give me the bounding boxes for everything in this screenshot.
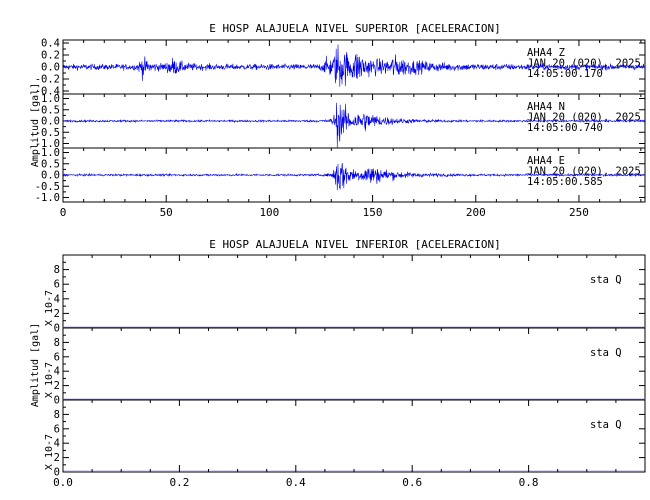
lower-chart-ylabel: Amplitud [gal] [30, 323, 41, 407]
xtick-label: 0.4 [286, 476, 306, 489]
ytick-label: 8 [54, 264, 60, 276]
ytick-label: 0.0 [41, 62, 60, 74]
lower-panel-3-label: sta Q [590, 419, 622, 431]
upper-panel-z-trace [62, 44, 646, 87]
ytick-label: -1.0 [35, 138, 60, 150]
ytick-label: 0.2 [41, 50, 60, 62]
xtick-label: 0.8 [519, 476, 539, 489]
upper-panel-e-trace [62, 162, 646, 191]
lower-panel-3-yticks: 8 6 4 2 0X 10-7 [44, 406, 645, 479]
ytick-label: -0.4 [35, 86, 60, 98]
upper-chart: E HOSP ALAJUELA NIVEL SUPERIOR [ACELERAC… [30, 22, 646, 219]
station-label-line: 14:05:00.585 [527, 176, 603, 188]
lower-panel-3: 8 6 4 2 0X 10-7 sta Q [44, 399, 646, 479]
lower-panel-2-frame [62, 327, 646, 401]
ytick-label: -0.5 [35, 127, 60, 139]
xtick-label: 100 [259, 206, 279, 219]
upper-chart-title: E HOSP ALAJUELA NIVEL SUPERIOR [ACELERAC… [209, 22, 500, 35]
upper-chart-ylabel: Amplitud [gal] [30, 83, 41, 167]
scale-label: X 10-7 [44, 362, 55, 398]
xtick-label: 0.0 [53, 476, 73, 489]
lower-panel-1-label: sta Q [590, 274, 622, 286]
ytick-label: 4 [54, 293, 60, 305]
ytick-label: 4 [54, 366, 60, 378]
lower-panel-3-frame [62, 399, 646, 473]
ytick-label: 0.5 [41, 104, 60, 116]
ytick-label: 8 [54, 409, 60, 421]
xtick-label: 50 [160, 206, 173, 219]
lower-panel-2: 8 6 4 2 0X 10-7 sta Q [44, 327, 646, 407]
lower-panel-2-yticks: 8 6 4 2 0X 10-7 [44, 334, 645, 407]
station-label-line: AHA4 N [527, 101, 565, 113]
ytick-label: 0 [54, 467, 60, 479]
ytick-label: -1.0 [35, 192, 60, 204]
ytick-label: 0.0 [41, 170, 60, 182]
ytick-label: 2 [54, 452, 60, 464]
upper-panel-e-yticks: 1.00.50.0-0.5-1.0 [35, 147, 645, 204]
ytick-label: 8 [54, 337, 60, 349]
station-label-line: AHA4 Z [527, 47, 565, 59]
station-label-line: 14:05:00.740 [527, 122, 603, 134]
xtick-label: 150 [363, 206, 383, 219]
lower-panel-1-yticks: 8 6 4 2 0X 10-7 [44, 261, 645, 335]
upper-panel-z-yticks: 0.40.20.0-0.2-0.4 [35, 38, 645, 98]
ytick-label: 0 [54, 395, 60, 407]
lower-chart-title: E HOSP ALAJUELA NIVEL INFERIOR [ACELERAC… [209, 238, 500, 251]
station-label-line: AHA4 E [527, 155, 565, 167]
ytick-label: 0.4 [41, 38, 60, 50]
ytick-label: 0.0 [41, 116, 60, 128]
station-label: sta Q [590, 347, 622, 359]
lower-panel-1: 8 6 4 2 0X 10-7 sta Q [44, 254, 646, 335]
xtick-label: 0.2 [169, 476, 189, 489]
ytick-label: 1.0 [41, 147, 60, 159]
lower-chart: E HOSP ALAJUELA NIVEL INFERIOR [ACELERAC… [30, 238, 646, 489]
station-label: sta Q [590, 274, 622, 286]
scale-label: X 10-7 [44, 434, 55, 470]
ytick-label: 2 [54, 380, 60, 392]
station-label: sta Q [590, 419, 622, 431]
upper-chart-xaxis: 0 50 100 150 200 250 [60, 40, 642, 219]
xtick-label: 0.6 [402, 476, 422, 489]
ytick-label: 0.5 [41, 158, 60, 170]
scale-label: X 10-7 [44, 290, 55, 326]
station-label-line: 14:05:00.170 [527, 68, 603, 80]
xtick-label: 250 [569, 206, 589, 219]
ytick-label: -0.5 [35, 181, 60, 193]
xtick-label: 0 [60, 206, 67, 219]
lower-chart-xaxis: 0.0 0.2 0.4 0.6 0.8 [53, 255, 646, 489]
ytick-label: 2 [54, 308, 60, 320]
ytick-label: 1.0 [41, 93, 60, 105]
upper-panel-n-trace [62, 102, 646, 148]
ytick-label: 4 [54, 438, 60, 450]
lower-panel-2-label: sta Q [590, 347, 622, 359]
ytick-label: -0.2 [35, 74, 60, 86]
ytick-label: 0 [54, 323, 60, 335]
lower-panel-1-frame [62, 254, 646, 329]
ytick-label: 6 [54, 423, 60, 435]
xtick-label: 200 [466, 206, 486, 219]
ytick-label: 6 [54, 351, 60, 363]
ytick-label: 6 [54, 279, 60, 291]
